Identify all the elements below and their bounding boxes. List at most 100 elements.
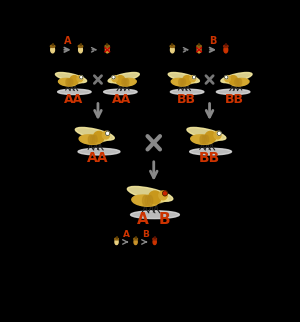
Ellipse shape (225, 76, 228, 79)
Ellipse shape (153, 238, 157, 240)
Ellipse shape (70, 76, 79, 84)
Ellipse shape (115, 239, 118, 244)
Text: AA: AA (87, 151, 109, 165)
Ellipse shape (69, 79, 73, 86)
Text: BB: BB (199, 151, 220, 165)
Ellipse shape (115, 238, 119, 240)
Ellipse shape (231, 78, 249, 86)
Ellipse shape (94, 131, 104, 142)
Text: B: B (142, 230, 148, 239)
Text: A: A (123, 230, 130, 239)
Ellipse shape (112, 76, 118, 82)
Ellipse shape (170, 89, 204, 95)
Ellipse shape (105, 45, 110, 47)
Ellipse shape (142, 195, 148, 206)
Ellipse shape (50, 45, 55, 47)
Ellipse shape (159, 191, 167, 200)
Ellipse shape (118, 78, 136, 86)
Ellipse shape (66, 79, 70, 86)
Ellipse shape (168, 72, 200, 83)
Ellipse shape (78, 45, 83, 47)
Ellipse shape (112, 76, 115, 79)
Ellipse shape (130, 211, 179, 219)
Ellipse shape (128, 186, 173, 201)
Ellipse shape (214, 131, 221, 139)
Ellipse shape (191, 135, 214, 144)
Ellipse shape (145, 195, 150, 206)
Ellipse shape (178, 79, 182, 86)
Ellipse shape (193, 76, 196, 79)
Ellipse shape (75, 128, 114, 140)
Ellipse shape (170, 47, 174, 53)
Ellipse shape (92, 135, 97, 144)
Text: B: B (209, 36, 217, 46)
Ellipse shape (124, 79, 127, 86)
Ellipse shape (221, 72, 252, 83)
Ellipse shape (195, 136, 222, 143)
Ellipse shape (224, 79, 246, 85)
Ellipse shape (216, 89, 250, 95)
Ellipse shape (205, 131, 216, 142)
Ellipse shape (153, 239, 156, 244)
Text: AA: AA (112, 93, 131, 106)
Ellipse shape (77, 76, 83, 82)
Ellipse shape (134, 238, 137, 240)
Text: A: A (137, 212, 149, 227)
Ellipse shape (147, 195, 153, 206)
Ellipse shape (79, 47, 83, 53)
Ellipse shape (62, 79, 83, 85)
Ellipse shape (190, 76, 196, 82)
Text: BB: BB (224, 93, 244, 106)
Ellipse shape (111, 79, 133, 85)
Text: A: A (64, 36, 71, 46)
Ellipse shape (202, 135, 206, 144)
Text: AA: AA (64, 93, 83, 106)
Ellipse shape (68, 79, 71, 86)
Ellipse shape (103, 89, 137, 95)
Ellipse shape (238, 79, 242, 86)
Ellipse shape (225, 76, 230, 82)
Ellipse shape (183, 76, 191, 84)
Ellipse shape (224, 45, 228, 47)
Ellipse shape (163, 191, 167, 196)
Ellipse shape (197, 45, 201, 47)
Ellipse shape (134, 239, 137, 244)
Ellipse shape (90, 135, 95, 144)
Ellipse shape (187, 128, 226, 140)
Ellipse shape (102, 131, 110, 139)
Ellipse shape (175, 79, 196, 85)
Ellipse shape (79, 135, 102, 144)
Ellipse shape (88, 135, 93, 144)
Ellipse shape (116, 76, 125, 84)
Ellipse shape (125, 79, 129, 86)
Ellipse shape (83, 136, 110, 143)
Ellipse shape (56, 72, 87, 83)
Ellipse shape (58, 89, 91, 95)
Ellipse shape (137, 196, 168, 205)
Text: B: B (158, 212, 170, 227)
Ellipse shape (122, 79, 126, 86)
Ellipse shape (78, 148, 120, 155)
Ellipse shape (235, 79, 238, 86)
Ellipse shape (105, 47, 109, 53)
Ellipse shape (171, 78, 190, 86)
Ellipse shape (170, 45, 175, 47)
Ellipse shape (200, 135, 205, 144)
Ellipse shape (132, 195, 159, 206)
Ellipse shape (58, 78, 77, 86)
Ellipse shape (197, 47, 201, 53)
Ellipse shape (148, 191, 161, 204)
Text: BB: BB (177, 93, 196, 106)
Ellipse shape (224, 47, 228, 53)
Ellipse shape (51, 47, 55, 53)
Ellipse shape (182, 79, 186, 86)
Ellipse shape (108, 72, 139, 83)
Ellipse shape (190, 148, 232, 155)
Ellipse shape (106, 131, 110, 135)
Ellipse shape (236, 79, 240, 86)
Ellipse shape (217, 131, 221, 135)
Ellipse shape (229, 76, 238, 84)
Ellipse shape (204, 135, 209, 144)
Ellipse shape (180, 79, 184, 86)
Ellipse shape (80, 76, 83, 79)
